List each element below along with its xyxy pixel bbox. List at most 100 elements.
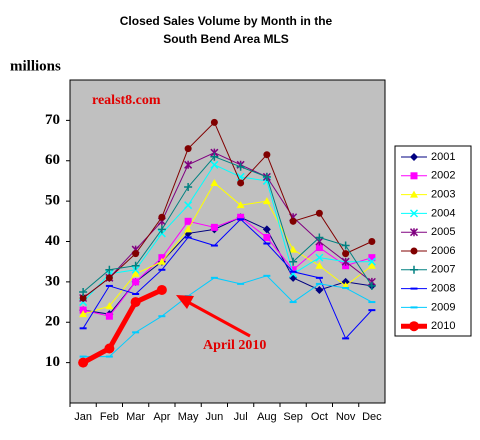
marker: [236, 162, 245, 171]
marker: [368, 254, 376, 262]
y-tick-label: 50: [45, 193, 60, 209]
marker: [158, 213, 166, 221]
legend-marker: [410, 265, 418, 274]
marker: [315, 261, 324, 269]
legend-marker: [409, 321, 419, 332]
marker: [315, 233, 324, 242]
marker: [184, 201, 193, 210]
chart-subtitle: South Bend Area MLS: [163, 32, 289, 46]
y-tick-label: 60: [45, 152, 60, 168]
marker: [367, 257, 376, 266]
legend-label: 2002: [431, 170, 455, 182]
x-tick-label: Sep: [283, 411, 303, 423]
legend-label: 2001: [431, 151, 455, 163]
y-axis-label: millions: [10, 58, 61, 74]
legend-label: 2003: [431, 189, 455, 201]
series-line: [82, 121, 373, 299]
x-tick-label: Jul: [234, 411, 248, 423]
marker: [184, 217, 192, 225]
x-tick-label: May: [178, 411, 199, 423]
marker: [184, 225, 193, 233]
y-tick-label: 30: [45, 273, 60, 289]
series-line: [81, 287, 163, 365]
x-tick-label: Dec: [362, 411, 382, 423]
marker: [184, 145, 192, 153]
marker: [132, 250, 140, 258]
chart-title: Closed Sales Volume by Month in the: [120, 14, 333, 28]
marker: [78, 357, 89, 368]
x-tick-label: Apr: [153, 411, 170, 423]
series-line: [83, 275, 373, 358]
marker: [105, 312, 113, 320]
watermark: realst8.com: [92, 93, 161, 108]
marker: [263, 233, 271, 241]
annotation-arrow: [185, 299, 251, 338]
marker: [236, 172, 245, 181]
marker: [184, 160, 193, 169]
marker: [132, 278, 140, 286]
marker: [79, 287, 88, 296]
legend-label: 2010: [431, 320, 455, 332]
marker: [130, 297, 141, 308]
marker: [368, 238, 376, 245]
marker: [210, 118, 218, 126]
marker: [157, 225, 166, 234]
marker: [289, 245, 298, 253]
legend-marker: [410, 247, 418, 255]
x-tick-label: Mar: [126, 411, 145, 423]
marker: [262, 172, 271, 181]
y-tick-label: 40: [45, 233, 60, 249]
legend-label: 2005: [431, 226, 455, 238]
marker: [210, 160, 219, 169]
legend-marker: [410, 172, 418, 180]
legend-label: 2009: [431, 301, 455, 313]
marker: [289, 266, 297, 274]
legend-label: 2007: [431, 264, 455, 276]
marker: [367, 281, 376, 290]
legend-label: 2006: [431, 245, 455, 257]
x-tick-label: Jun: [206, 411, 224, 423]
marker: [104, 343, 115, 354]
annotation: April 2010: [203, 338, 266, 353]
legend-marker: [410, 190, 418, 198]
marker: [105, 265, 114, 274]
marker: [157, 257, 166, 265]
marker: [262, 197, 271, 205]
marker: [315, 209, 323, 217]
marker: [79, 310, 88, 318]
x-tick-label: Nov: [336, 411, 356, 423]
marker: [156, 284, 167, 295]
series-line: [82, 218, 373, 340]
marker: [263, 151, 271, 159]
legend-marker: [409, 209, 419, 218]
y-tick-label: 10: [45, 354, 60, 370]
marker: [131, 261, 140, 270]
marker: [131, 265, 140, 274]
arrow-head: [176, 295, 194, 309]
marker: [262, 225, 271, 234]
y-tick-label: 20: [45, 314, 60, 330]
marker: [79, 294, 87, 302]
marker: [131, 269, 140, 277]
marker: [342, 262, 350, 270]
marker: [289, 257, 298, 266]
legend-label: 2008: [431, 283, 455, 295]
legend-marker: [409, 228, 419, 237]
marker: [341, 241, 350, 250]
marker: [315, 253, 324, 262]
marker: [210, 223, 218, 231]
marker: [289, 217, 297, 225]
series-line: [83, 216, 373, 317]
series-line: [82, 182, 373, 315]
marker: [236, 201, 245, 209]
marker: [158, 254, 166, 262]
marker: [237, 179, 245, 187]
marker: [184, 182, 193, 191]
marker: [210, 178, 219, 186]
y-tick-label: 70: [45, 112, 60, 128]
marker: [367, 261, 376, 269]
marker: [315, 244, 323, 252]
marker: [105, 274, 113, 282]
marker: [105, 302, 114, 310]
